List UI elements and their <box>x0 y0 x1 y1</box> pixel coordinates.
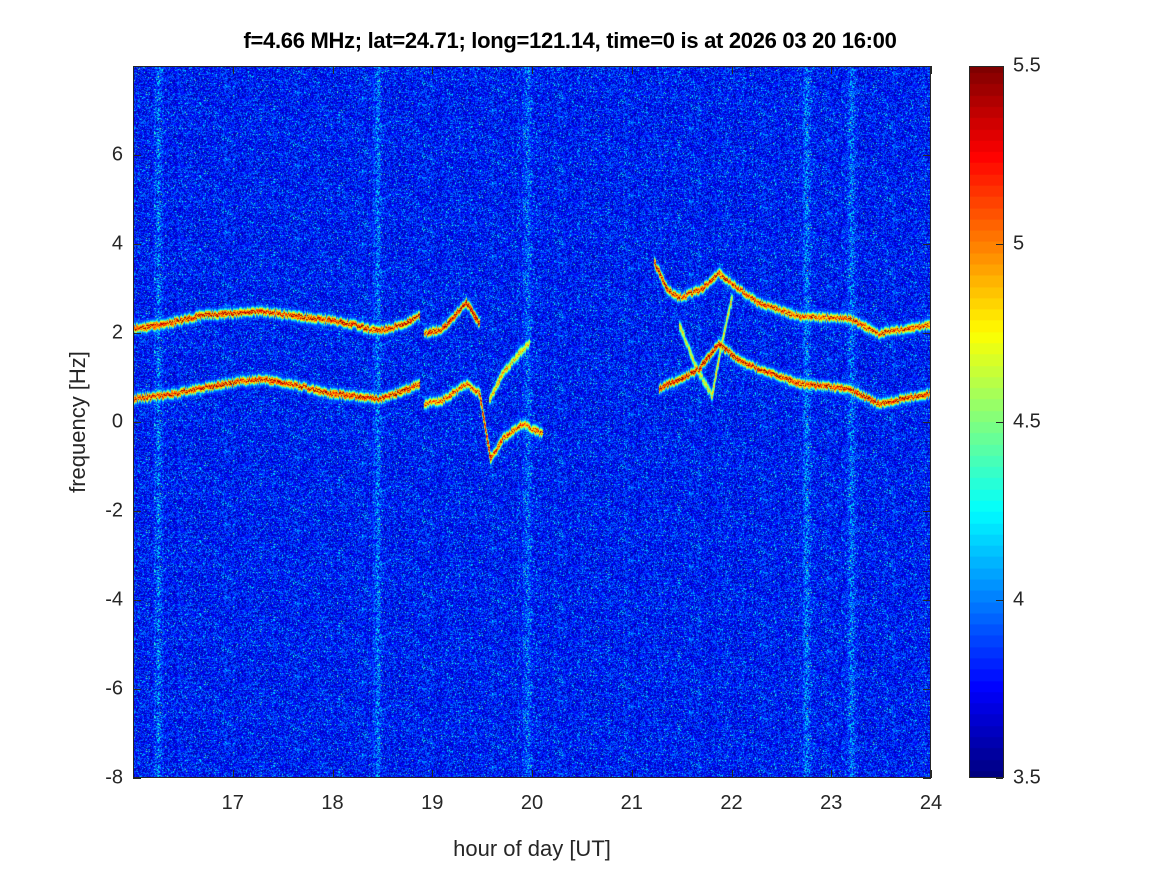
tick-mark <box>731 770 733 778</box>
tick-mark <box>133 511 141 512</box>
colorbar-tick-label: 5.5 <box>1013 54 1041 77</box>
tick-mark <box>432 66 434 74</box>
tick-mark <box>923 333 931 334</box>
colorbar-tick-label: 5 <box>1013 232 1025 255</box>
spectrogram-heatmap <box>133 66 931 778</box>
chart-title: f=4.66 MHz; lat=24.71; long=121.14, time… <box>243 28 897 53</box>
tick-mark <box>332 66 334 74</box>
tick-mark <box>923 600 931 601</box>
plot-axes-box <box>133 66 931 778</box>
tick-mark <box>133 155 141 156</box>
tick-mark <box>432 770 434 778</box>
x-axis-label: hour of day [UT] <box>453 836 611 861</box>
y-tick-label: 6 <box>111 143 123 166</box>
x-tick-label: 22 <box>720 792 743 814</box>
y-tick-label: 4 <box>111 232 123 255</box>
tick-mark <box>631 66 633 74</box>
y-tick-label: -8 <box>105 766 123 789</box>
y-tick-label: -4 <box>105 588 123 611</box>
x-tick-label: 24 <box>919 792 943 814</box>
y-tick-label: -2 <box>105 499 123 522</box>
x-tick-label: 23 <box>820 792 843 814</box>
tick-mark <box>923 422 931 423</box>
tick-mark <box>232 770 234 778</box>
tick-mark <box>731 66 733 74</box>
colorbar-tick-label: 4 <box>1013 588 1025 611</box>
tick-mark <box>133 333 141 334</box>
tick-mark <box>532 66 533 74</box>
x-tick-label: 21 <box>620 792 643 814</box>
tick-mark <box>532 770 533 778</box>
tick-mark <box>996 244 1003 245</box>
colorbar-tick-label: 4.5 <box>1013 410 1041 433</box>
tick-mark <box>831 66 833 74</box>
tick-mark <box>996 66 1003 67</box>
tick-mark <box>631 770 633 778</box>
tick-mark <box>996 422 1003 423</box>
y-tick-label: -6 <box>105 677 123 700</box>
tick-mark <box>923 244 931 245</box>
colorbar-tick-label: 3.5 <box>1013 766 1041 789</box>
tick-mark <box>931 66 932 74</box>
tick-mark <box>332 770 334 778</box>
tick-mark <box>931 770 932 778</box>
x-tick-label: 20 <box>520 792 544 814</box>
tick-mark <box>923 511 931 512</box>
tick-mark <box>133 600 141 601</box>
tick-mark <box>996 600 1003 601</box>
x-tick-label: 19 <box>421 792 444 814</box>
tick-mark <box>133 689 141 690</box>
y-tick-label: 0 <box>111 410 123 433</box>
tick-mark <box>923 689 931 690</box>
tick-mark <box>133 778 141 779</box>
y-tick-label: 2 <box>111 321 123 344</box>
x-tick-label: 18 <box>321 792 344 814</box>
tick-mark <box>996 778 1003 779</box>
tick-mark <box>232 66 234 74</box>
tick-mark <box>923 778 931 779</box>
tick-mark <box>831 770 833 778</box>
tick-mark <box>133 422 141 423</box>
x-tick-label: 17 <box>221 792 244 814</box>
tick-mark <box>133 244 141 245</box>
tick-mark <box>923 155 931 156</box>
